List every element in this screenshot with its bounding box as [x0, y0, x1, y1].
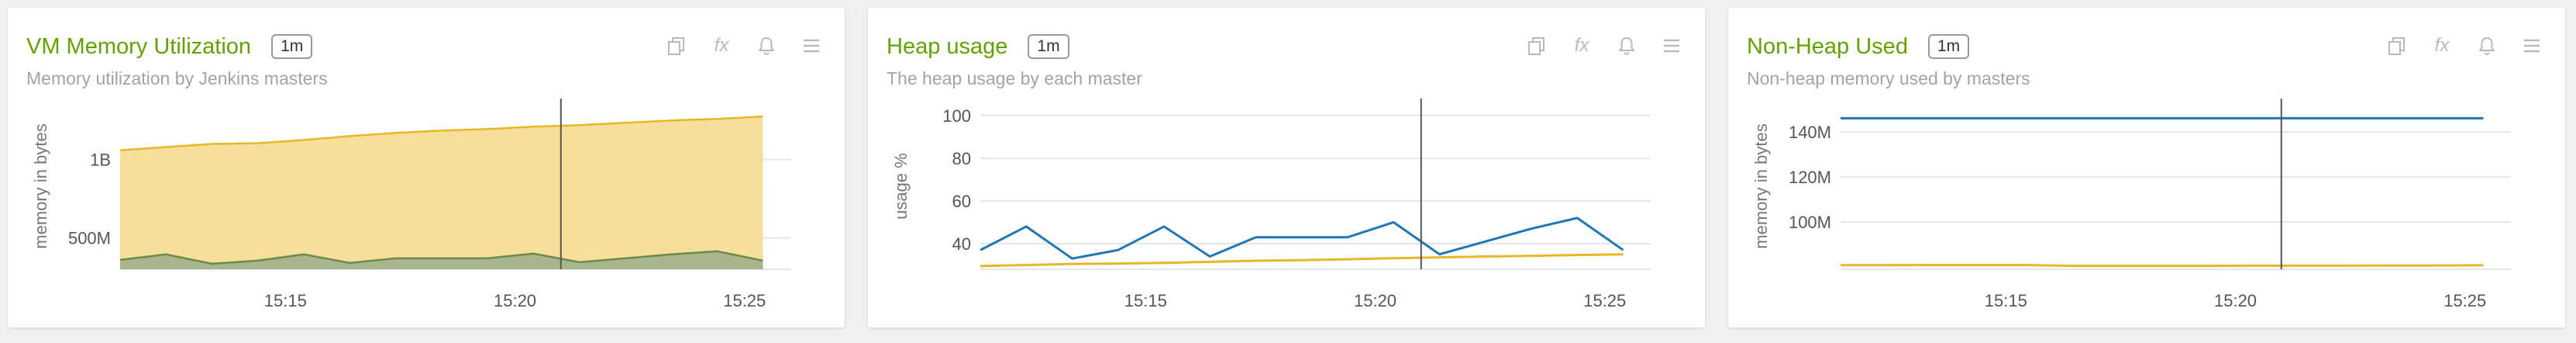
- menu-icon[interactable]: [2520, 34, 2543, 57]
- interval-badge: 1m: [1927, 34, 1970, 59]
- non-heap-used-chart[interactable]: 100M 120M 140M memory in bytes 15:15 15:20 15:…: [1728, 8, 2565, 327]
- x-tick-label: 15:20: [494, 291, 536, 310]
- menu-icon[interactable]: [1660, 34, 1683, 57]
- y-tick-label: 60: [952, 192, 971, 211]
- non-heap-used-panel: Non-Heap Used 1m Non-heap memory used by…: [1728, 8, 2565, 327]
- interval-badge: 1m: [271, 34, 313, 59]
- vm-memory-utilization-panel: VM Memory Utilization 1m Memory utilizat…: [8, 8, 845, 327]
- y-axis-label: memory in bytes: [31, 123, 50, 248]
- x-tick-label: 15:15: [1124, 291, 1167, 310]
- copy-icon[interactable]: [1525, 34, 1548, 57]
- panel-subtitle: The heap usage by each master: [887, 68, 1142, 88]
- y-tick-label: 500M: [68, 229, 111, 248]
- y-tick-label: 40: [952, 234, 971, 254]
- panel-subtitle: Memory utilization by Jenkins masters: [26, 68, 328, 88]
- series-line-used: [119, 250, 763, 265]
- x-tick-label: 15:15: [264, 291, 307, 310]
- panel-subtitle: Non-heap memory used by masters: [1747, 68, 2030, 88]
- y-tick-label: 1B: [90, 151, 111, 170]
- series-line-total: [119, 115, 763, 151]
- bell-icon[interactable]: [1615, 34, 1638, 57]
- bell-icon[interactable]: [2475, 34, 2499, 57]
- panel-header: VM Memory Utilization 1m: [26, 29, 313, 64]
- series-area-total: [120, 116, 763, 269]
- series-line-blue: [980, 217, 1624, 260]
- panel-title[interactable]: VM Memory Utilization: [26, 33, 252, 59]
- copy-icon[interactable]: [2385, 34, 2409, 57]
- series-line-gold: [980, 253, 1624, 268]
- y-tick-label: 100M: [1789, 213, 1831, 232]
- x-tick-label: 15:15: [1985, 291, 2027, 310]
- x-tick-label: 15:25: [723, 291, 766, 310]
- fx-icon[interactable]: fx: [2434, 35, 2450, 56]
- panel-toolbar: fx: [1525, 34, 1683, 57]
- x-tick-label: 15:25: [2443, 291, 2486, 310]
- x-tick-label: 15:20: [1354, 291, 1396, 310]
- y-tick-label: 120M: [1789, 168, 1831, 187]
- fx-icon[interactable]: fx: [1574, 35, 1589, 56]
- panel-toolbar: fx: [665, 34, 823, 57]
- copy-icon[interactable]: [665, 34, 688, 57]
- series-line-gold: [1841, 264, 2484, 268]
- y-axis-label: usage %: [891, 153, 911, 220]
- series-area-used: [120, 251, 763, 269]
- x-tick-label: 15:20: [2214, 291, 2257, 310]
- interval-badge: 1m: [1028, 34, 1069, 59]
- y-axis-label: memory in bytes: [1751, 123, 1771, 248]
- y-tick-label: 100: [942, 106, 971, 126]
- panel-title[interactable]: Non-Heap Used: [1747, 33, 1908, 59]
- panel-header: Non-Heap Used 1m: [1747, 29, 1970, 64]
- heap-usage-panel: Heap usage 1m The heap usage by each mas…: [868, 8, 1705, 327]
- panel-header: Heap usage 1m: [887, 29, 1069, 64]
- panel-title[interactable]: Heap usage: [887, 33, 1008, 59]
- vm-memory-chart[interactable]: 500M 1B memory in bytes 15:15 15:20 15:25: [8, 8, 845, 327]
- bell-icon[interactable]: [755, 34, 778, 57]
- fx-icon[interactable]: fx: [714, 35, 729, 56]
- y-tick-label: 140M: [1789, 123, 1831, 142]
- menu-icon[interactable]: [800, 34, 823, 57]
- x-tick-label: 15:25: [1583, 291, 1626, 310]
- heap-usage-chart[interactable]: 40 60 80 100 usage % 15:15 15:20 15:25: [868, 8, 1705, 327]
- panel-toolbar: fx: [2385, 34, 2543, 57]
- y-tick-label: 80: [952, 149, 971, 168]
